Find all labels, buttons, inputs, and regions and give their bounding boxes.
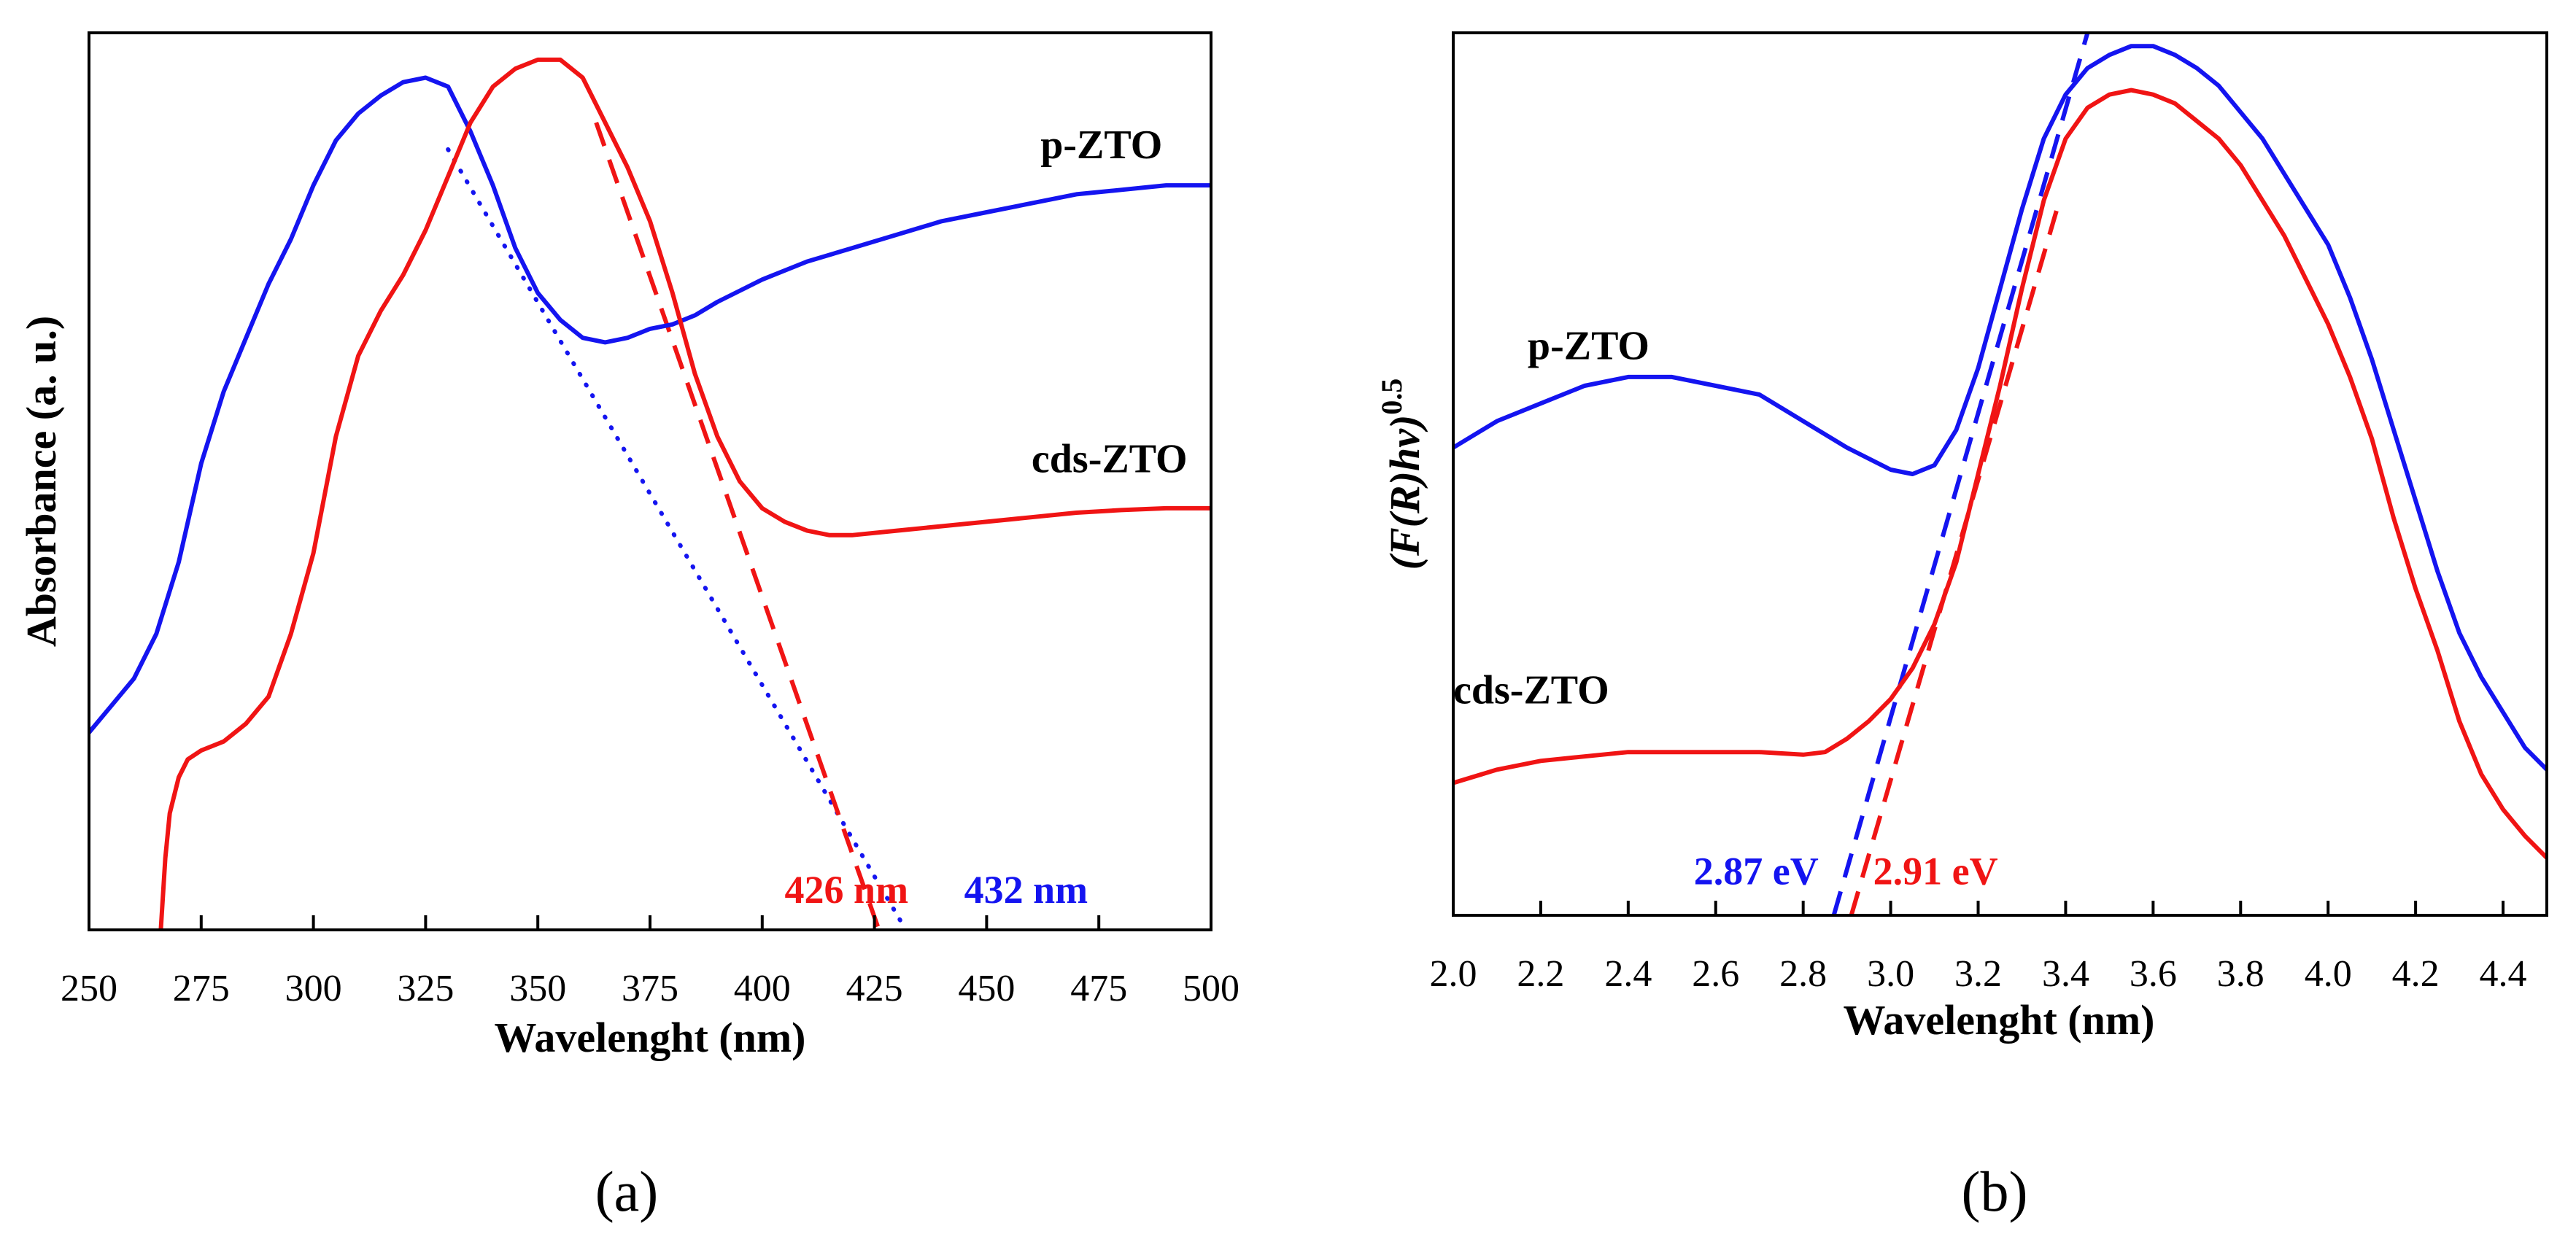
panel-a-xtick-label: 375 — [622, 968, 678, 1009]
panel-a-annotations: p-ZTO cds-ZTO 426 nm 432 nm — [785, 123, 1188, 912]
panel-a-annotation: cds-ZTO — [1032, 437, 1188, 482]
panel-b-annotation: p-ZTO — [1528, 324, 1649, 369]
panel-b-ylabel-exponent: 0.5 — [1375, 379, 1408, 415]
panel-b-annotation: 2.87 eV — [1694, 850, 1819, 893]
panel-b-series-p-zto — [1453, 44, 2547, 772]
panel-b-xtick-label: 3.4 — [2042, 953, 2089, 995]
panel-a-series — [89, 57, 1211, 930]
panel-b-xtick-label: 3.0 — [1867, 953, 1914, 995]
panel-b-xtick-label: 4.0 — [2305, 953, 2352, 995]
panel-a-series-p-zto — [89, 75, 1211, 734]
panel-a-annotation: p-ZTO — [1040, 123, 1162, 168]
panel-b-xticks: 2.0 2.2 2.4 2.6 2.8 3.0 3.2 3.4 3.6 3.8 4.0 4.2 4.4 — [1430, 901, 2527, 995]
panel-a-xtick-label: 275 — [173, 968, 230, 1009]
panel-a: 250 275 300 325 350 375 400 425 450 475 500 p-ZTO c… — [18, 31, 1239, 1223]
panel-a-extrapolation-line — [446, 147, 908, 930]
panel-b-xtick-label: 3.6 — [2130, 953, 2177, 995]
panel-b-xtick-label: 3.8 — [2217, 953, 2264, 995]
panel-a-xtick-label: 300 — [285, 968, 342, 1009]
panel-b-annotations: p-ZTO cds-ZTO 2.87 eV 2.91 eV — [1453, 324, 1998, 893]
panel-b-xtick-label: 2.4 — [1604, 953, 1652, 995]
panel-a-series-cds-zto — [158, 57, 1211, 930]
panel-a-ylabel: Absorbance (a. u.) — [18, 316, 65, 647]
panel-b-extrapolation-line — [1831, 33, 2090, 915]
panel-b-xtick-label: 2.6 — [1692, 953, 1739, 995]
panel-b-annotation: cds-ZTO — [1453, 668, 1609, 713]
panel-b-xlabel: Wavelenght (nm) — [1844, 996, 2155, 1044]
panel-b-annotation: 2.91 eV — [1873, 850, 1998, 893]
panel-a-extrapolations — [446, 122, 908, 930]
panel-a-xtick-label: 400 — [734, 968, 791, 1009]
panel-b-ylabel-main: (F(R)hν) — [1381, 415, 1428, 570]
panel-a-label: (a) — [595, 1160, 659, 1223]
panel-b-xtick-label: 3.2 — [1954, 953, 2002, 995]
panel-a-xtick-label: 250 — [61, 968, 117, 1009]
panel-b: 2.0 2.2 2.4 2.6 2.8 3.0 3.2 3.4 3.6 3.8 4.0 4.2 4.4 … — [1375, 31, 2548, 1223]
panel-b-xtick-label: 2.0 — [1430, 953, 1477, 995]
panel-a-xtick-label: 325 — [397, 968, 454, 1009]
panel-a-xtick-label: 425 — [846, 968, 903, 1009]
panel-b-plot-frame — [1452, 31, 2548, 917]
panel-a-annotation: 432 nm — [964, 868, 1088, 912]
panel-a-xticks: 250 275 300 325 350 375 400 425 450 475 500 — [61, 915, 1239, 1009]
panel-b-ylabel: (F(R)hν)0.5 — [1375, 379, 1428, 570]
panel-b-xtick-label: 4.4 — [2480, 953, 2527, 995]
panel-a-xtick-label: 450 — [958, 968, 1015, 1009]
panel-b-xtick-label: 2.8 — [1779, 953, 1827, 995]
panel-b-series-cds-zto — [1453, 88, 2547, 860]
panel-b-xtick-label: 2.2 — [1517, 953, 1564, 995]
panel-a-extrapolation-line — [594, 122, 881, 930]
panel-a-xtick-label: 475 — [1070, 968, 1127, 1009]
panel-a-annotation: 426 nm — [785, 868, 909, 912]
panel-b-label: (b) — [1962, 1160, 2028, 1223]
panel-a-xtick-label: 500 — [1183, 968, 1239, 1009]
panel-b-series — [1453, 44, 2547, 860]
panel-a-xlabel: Wavelenght (nm) — [495, 1014, 806, 1061]
panel-b-xtick-label: 4.2 — [2392, 953, 2440, 995]
panel-b-extrapolations — [1831, 33, 2090, 915]
panel-a-xtick-label: 350 — [509, 968, 566, 1009]
